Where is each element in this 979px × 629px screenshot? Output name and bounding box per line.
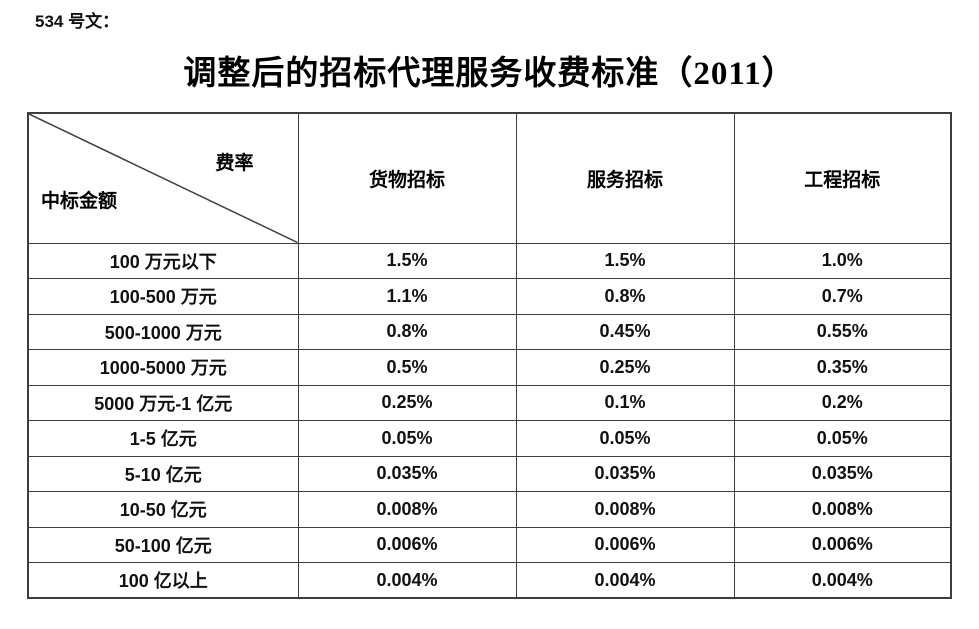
table-row: 5000 万元-1 亿元 0.25% 0.1% 0.2% bbox=[27, 384, 952, 421]
diagonal-corner-cell: 费率 中标金额 bbox=[27, 112, 299, 244]
value-cell: 0.05% bbox=[297, 420, 517, 457]
row-label-cell: 100-500 万元 bbox=[27, 278, 299, 315]
row-label-cell: 100 亿以上 bbox=[27, 562, 299, 599]
value-cell: 1.0% bbox=[733, 242, 952, 279]
value-cell: 1.5% bbox=[297, 242, 517, 279]
value-cell: 0.006% bbox=[515, 526, 735, 563]
column-header-engineering: 工程招标 bbox=[733, 112, 952, 244]
corner-label-fee-rate: 费率 bbox=[215, 153, 254, 174]
row-label-cell: 1-5 亿元 bbox=[27, 420, 299, 457]
table-row: 100-500 万元 1.1% 0.8% 0.7% bbox=[27, 278, 952, 315]
table-row: 50-100 亿元 0.006% 0.006% 0.006% bbox=[27, 526, 952, 563]
fee-standard-table: 费率 中标金额 货物招标 服务招标 工程招标 100 万元以下 1.5% 1.5… bbox=[27, 112, 952, 599]
table-row: 100 亿以上 0.004% 0.004% 0.004% bbox=[27, 562, 952, 599]
value-cell: 0.35% bbox=[733, 349, 952, 386]
value-cell: 0.8% bbox=[515, 278, 735, 315]
value-cell: 0.7% bbox=[733, 278, 952, 315]
doc-number-label: 534 号文： bbox=[35, 12, 120, 31]
row-label-cell: 5-10 亿元 bbox=[27, 455, 299, 492]
table-row: 5-10 亿元 0.035% 0.035% 0.035% bbox=[27, 455, 952, 492]
row-label-cell: 5000 万元-1 亿元 bbox=[27, 384, 299, 421]
row-label-cell: 1000-5000 万元 bbox=[27, 349, 299, 386]
value-cell: 0.2% bbox=[733, 384, 952, 421]
value-cell: 0.035% bbox=[733, 455, 952, 492]
table-row: 500-1000 万元 0.8% 0.45% 0.55% bbox=[27, 313, 952, 350]
value-cell: 0.004% bbox=[515, 562, 735, 599]
value-cell: 0.45% bbox=[515, 313, 735, 350]
table-row: 1-5 亿元 0.05% 0.05% 0.05% bbox=[27, 420, 952, 457]
table-row: 10-50 亿元 0.008% 0.008% 0.008% bbox=[27, 491, 952, 528]
column-header-goods: 货物招标 bbox=[297, 112, 517, 244]
column-header-services: 服务招标 bbox=[515, 112, 735, 244]
value-cell: 0.05% bbox=[515, 420, 735, 457]
value-cell: 0.035% bbox=[515, 455, 735, 492]
value-cell: 0.05% bbox=[733, 420, 952, 457]
value-cell: 0.035% bbox=[297, 455, 517, 492]
row-label-cell: 50-100 亿元 bbox=[27, 526, 299, 563]
value-cell: 0.008% bbox=[297, 491, 517, 528]
value-cell: 0.25% bbox=[297, 384, 517, 421]
value-cell: 1.5% bbox=[515, 242, 735, 279]
value-cell: 0.004% bbox=[733, 562, 952, 599]
table-row: 100 万元以下 1.5% 1.5% 1.0% bbox=[27, 242, 952, 279]
value-cell: 1.1% bbox=[297, 278, 517, 315]
value-cell: 0.008% bbox=[733, 491, 952, 528]
value-cell: 0.25% bbox=[515, 349, 735, 386]
value-cell: 0.006% bbox=[733, 526, 952, 563]
value-cell: 0.008% bbox=[515, 491, 735, 528]
row-label-cell: 500-1000 万元 bbox=[27, 313, 299, 350]
table-header-row: 费率 中标金额 货物招标 服务招标 工程招标 bbox=[27, 112, 952, 244]
value-cell: 0.006% bbox=[297, 526, 517, 563]
value-cell: 0.004% bbox=[297, 562, 517, 599]
page-title: 调整后的招标代理服务收费标准（2011） bbox=[183, 56, 796, 92]
table-row: 1000-5000 万元 0.5% 0.25% 0.35% bbox=[27, 349, 952, 386]
value-cell: 0.55% bbox=[733, 313, 952, 350]
value-cell: 0.1% bbox=[515, 384, 735, 421]
row-label-cell: 100 万元以下 bbox=[27, 242, 299, 279]
value-cell: 0.8% bbox=[297, 313, 517, 350]
diagonal-divider-line bbox=[29, 114, 298, 243]
corner-label-bid-amount: 中标金额 bbox=[41, 190, 118, 212]
row-label-cell: 10-50 亿元 bbox=[27, 491, 299, 528]
value-cell: 0.5% bbox=[297, 349, 517, 386]
